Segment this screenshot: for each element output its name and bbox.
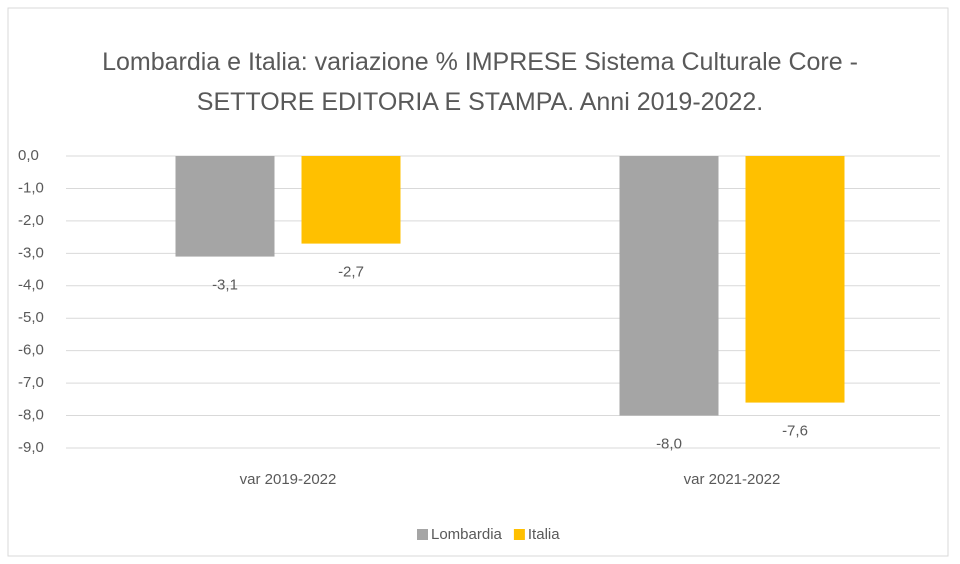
y-tick-label: -4,0 <box>18 277 44 294</box>
y-tick-label: -7,0 <box>18 374 44 391</box>
y-tick-label: 0,0 <box>18 147 39 164</box>
y-tick-label: -5,0 <box>18 309 44 326</box>
y-tick-label: -2,0 <box>18 212 44 229</box>
x-tick-label: var 2021-2022 <box>684 471 781 488</box>
bar <box>175 156 275 257</box>
y-tick-label: -1,0 <box>18 179 44 196</box>
bar <box>745 156 845 403</box>
legend-label: Lombardia <box>431 526 503 543</box>
data-label: -7,6 <box>782 423 808 440</box>
legend-swatch <box>417 529 428 540</box>
legend-swatch <box>513 529 525 540</box>
y-tick-label: -3,0 <box>18 244 44 261</box>
bar <box>301 156 401 244</box>
legend-label: Italia <box>528 526 560 543</box>
data-label: -2,7 <box>338 264 364 281</box>
chart-title: Lombardia e Italia: variazione % IMPRESE… <box>102 48 858 116</box>
y-tick-label: -6,0 <box>18 342 44 359</box>
bar <box>619 156 719 416</box>
data-label: -8,0 <box>656 436 682 453</box>
y-tick-label: -9,0 <box>18 439 44 456</box>
data-label: -3,1 <box>212 277 238 294</box>
x-tick-label: var 2019-2022 <box>240 471 337 488</box>
y-tick-label: -8,0 <box>18 407 44 424</box>
